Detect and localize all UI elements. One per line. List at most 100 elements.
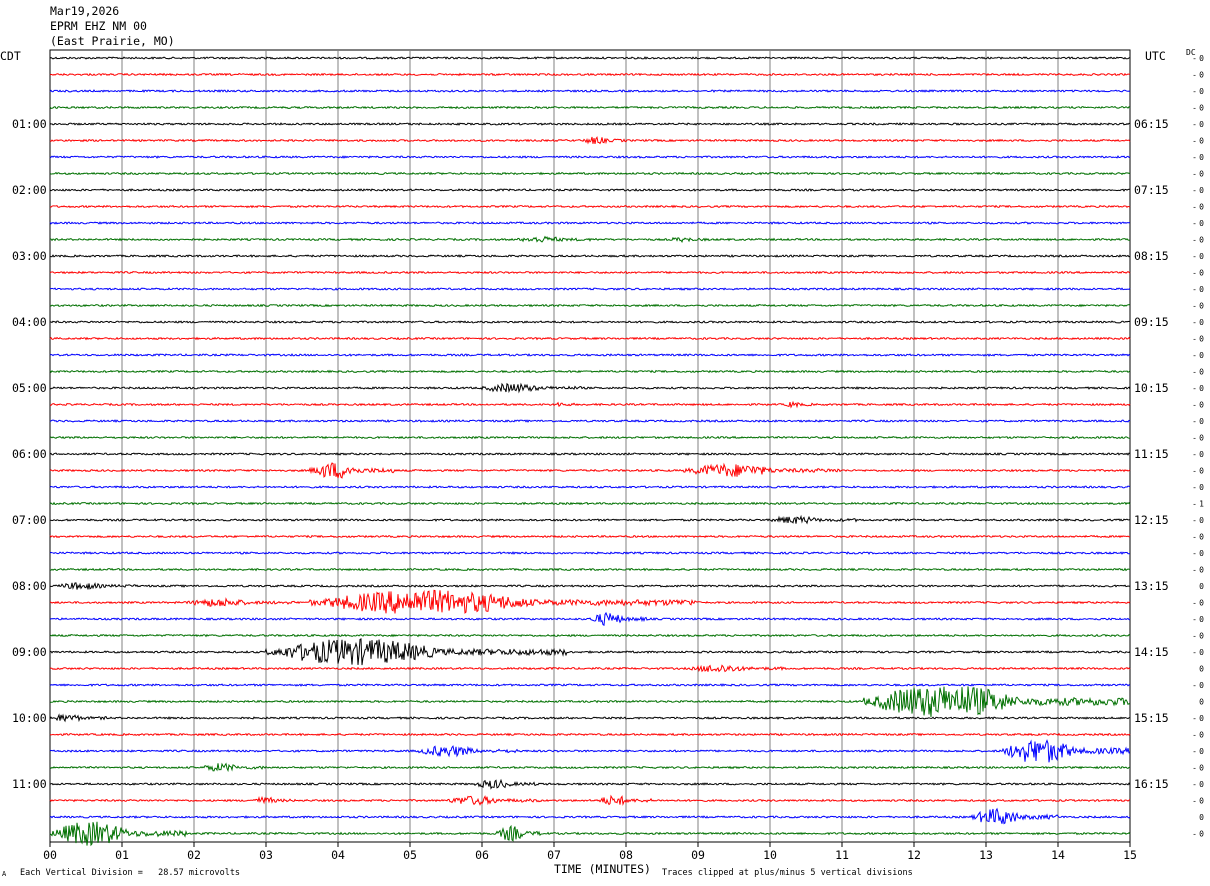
dc-offset-value: 0 — [1199, 467, 1204, 476]
dc-offset-sign: - — [1192, 87, 1197, 96]
seismic-trace — [49, 122, 1131, 126]
dc-offset-value: 0 — [1199, 401, 1204, 410]
seismic-trace — [49, 633, 1131, 638]
dc-offset-value: 0 — [1199, 434, 1204, 443]
right-hour-label: 08:15 — [1134, 249, 1169, 263]
dc-offset-sign: - — [1192, 615, 1197, 624]
seismic-trace — [49, 713, 1131, 723]
x-tick-label: 04 — [331, 848, 345, 862]
dc-offset-value: 0 — [1199, 368, 1204, 377]
dc-offset-sign: - — [1192, 549, 1197, 558]
dc-offset-sign: - — [1192, 318, 1197, 327]
dc-offset-value: 0 — [1199, 830, 1204, 839]
left-hour-label: 03:00 — [12, 249, 47, 263]
dc-offset-value: 0 — [1199, 384, 1204, 393]
dc-offset-sign: - — [1192, 186, 1197, 195]
dc-offset-value: 0 — [1199, 137, 1204, 146]
dc-offset-sign: - — [1192, 302, 1197, 311]
x-tick-label: 15 — [1123, 848, 1137, 862]
seismic-trace — [49, 382, 1131, 394]
dc-offset-sign: - — [1192, 401, 1197, 410]
dc-offset-value: 0 — [1199, 797, 1204, 806]
seismic-trace — [49, 287, 1131, 291]
seismic-trace — [49, 534, 1131, 539]
dc-offset-value: 0 — [1199, 681, 1204, 690]
seismic-trace — [49, 435, 1131, 440]
x-tick-label: 05 — [403, 848, 417, 862]
dc-offset-sign: - — [1192, 104, 1197, 113]
dc-offset-sign: - — [1192, 533, 1197, 542]
right-timezone-label: UTC — [1145, 49, 1166, 63]
dc-offset-sign: - — [1192, 203, 1197, 212]
seismic-trace — [49, 235, 1131, 244]
dc-offset-sign: - — [1192, 714, 1197, 723]
left-hour-label: 06:00 — [12, 447, 47, 461]
dc-offset-value: 0 — [1199, 516, 1204, 525]
dc-offset-sign: - — [1192, 648, 1197, 657]
dc-offset-sign: - — [1192, 731, 1197, 740]
seismic-trace — [49, 638, 1131, 666]
dc-offset-sign: - — [1192, 285, 1197, 294]
seismic-trace — [49, 762, 1131, 773]
seismic-trace — [49, 501, 1131, 506]
dc-offset-sign: - — [1192, 368, 1197, 377]
dc-offset-value: 0 — [1199, 417, 1204, 426]
dc-offset-value: 0 — [1199, 483, 1204, 492]
dc-offset-value: 0 — [1199, 450, 1204, 459]
seismic-trace — [50, 514, 1131, 525]
x-tick-label: 14 — [1051, 848, 1065, 862]
seismic-trace — [49, 732, 1131, 737]
dc-offset-value: 0 — [1199, 599, 1204, 608]
seismic-trace — [49, 336, 1131, 341]
dc-offset-sign: - — [1192, 384, 1197, 393]
dc-offset-sign: - — [1192, 170, 1197, 179]
dc-offset-sign: - — [1192, 434, 1197, 443]
dc-offset-sign: - — [1192, 599, 1197, 608]
seismic-trace — [49, 320, 1131, 324]
right-hour-label: 11:15 — [1134, 447, 1169, 461]
x-tick-label: 12 — [907, 848, 921, 862]
left-hour-label: 11:00 — [12, 777, 47, 791]
x-tick-label: 01 — [115, 848, 129, 862]
dc-offset-sign: - — [1192, 797, 1197, 806]
x-tick-label: 13 — [979, 848, 993, 862]
dc-offset-value: 0 — [1199, 764, 1204, 773]
x-tick-label: 09 — [691, 848, 705, 862]
seismic-trace — [49, 462, 1131, 479]
x-tick-label: 06 — [475, 848, 489, 862]
left-hour-label: 04:00 — [12, 315, 47, 329]
dc-offset-sign: - — [1192, 764, 1197, 773]
dc-offset-sign: - — [1192, 450, 1197, 459]
seismic-trace — [49, 188, 1130, 192]
seismic-trace — [49, 400, 1131, 409]
dc-offset-sign: - — [1192, 516, 1197, 525]
dc-offset-sign: - — [1192, 467, 1197, 476]
dc-offset-value: 0 — [1199, 285, 1204, 294]
seismic-trace — [49, 303, 1131, 308]
plot-frame — [49, 49, 1131, 843]
seismic-trace — [49, 739, 1131, 763]
right-hour-label: 10:15 — [1134, 381, 1169, 395]
dc-offset-value: 0 — [1199, 648, 1204, 657]
left-hour-label: 10:00 — [12, 711, 47, 725]
right-hour-label: 15:15 — [1134, 711, 1169, 725]
left-hour-label: 02:00 — [12, 183, 47, 197]
dc-offset-sign: - — [1192, 120, 1197, 129]
dc-offset-value: 0 — [1199, 698, 1204, 707]
seismic-trace — [49, 221, 1131, 225]
left-hour-label: 05:00 — [12, 381, 47, 395]
header-date: Mar19,2026 — [50, 4, 120, 18]
dc-offset-sign: - — [1192, 681, 1197, 690]
x-axis-title: TIME (MINUTES) — [554, 862, 651, 876]
dc-offset-value: 0 — [1199, 252, 1204, 261]
grid-lines — [49, 49, 1131, 843]
dc-offset-value: 0 — [1199, 615, 1204, 624]
dc-offset-sign: - — [1192, 269, 1197, 278]
left-hour-label: 07:00 — [12, 513, 47, 527]
seismic-trace — [49, 807, 1131, 825]
dc-offset-sign: - — [1192, 252, 1197, 261]
left-hour-label: 01:00 — [12, 117, 47, 131]
scale-note: Each Vertical Division = 28.57 microvolt… — [20, 868, 241, 878]
right-hour-label: 16:15 — [1134, 777, 1169, 791]
